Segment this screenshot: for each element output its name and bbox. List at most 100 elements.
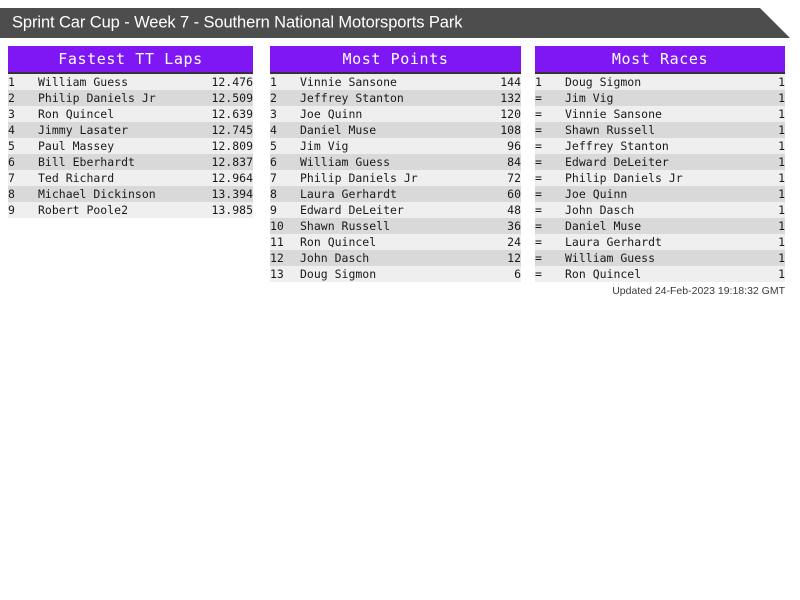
row-name: Edward DeLeiter [300, 203, 404, 217]
row-value: 72 [507, 171, 521, 185]
row-name: Laura Gerhardt [565, 235, 662, 249]
row-rank: = [535, 91, 542, 105]
row-value: 12 [507, 251, 521, 265]
row-name: Jeffrey Stanton [565, 139, 669, 153]
row-name: Joe Quinn [300, 107, 363, 121]
row-rank: = [535, 219, 542, 233]
row-rank: 12 [270, 251, 284, 265]
table-row: 4 Daniel Muse 108 [270, 122, 521, 138]
row-value: 1 [778, 123, 785, 137]
row-name: Shawn Russell [300, 219, 391, 233]
row-name: John Dasch [565, 203, 635, 217]
row-rank: 1 [270, 75, 277, 89]
row-name: William Guess [38, 75, 129, 89]
table-row: 6 William Guess 84 [270, 154, 521, 170]
table-row: 5 Jim Vig 96 [270, 138, 521, 154]
table-row: 3 Ron Quincel 12.639 [8, 106, 253, 122]
row-name: Jeffrey Stanton [300, 91, 404, 105]
table-row: 9 Robert Poole2 13.985 [8, 202, 253, 218]
row-rank: 7 [8, 171, 15, 185]
row-value: 1 [778, 171, 785, 185]
row-rank: 8 [270, 187, 277, 201]
row-value: 60 [507, 187, 521, 201]
table-row: = Ron Quincel 1 [535, 266, 785, 282]
table-row: 1 Doug Sigmon 1 [535, 74, 785, 90]
board-rows: 1 William Guess 12.476 2 Philip Daniels Jr 12… [8, 74, 253, 218]
table-row: 6 Bill Eberhardt 12.837 [8, 154, 253, 170]
row-value: 6 [514, 267, 521, 281]
row-rank: = [535, 267, 542, 281]
row-name: Vinnie Sansone [300, 75, 397, 89]
table-row: 1 William Guess 12.476 [8, 74, 253, 90]
table-row: = Laura Gerhardt 1 [535, 234, 785, 250]
row-value: 12.809 [211, 139, 253, 153]
row-rank: 7 [270, 171, 277, 185]
row-name: Ted Richard [38, 171, 115, 185]
table-row: 2 Jeffrey Stanton 132 [270, 90, 521, 106]
table-row: 12 John Dasch 12 [270, 250, 521, 266]
row-value: 132 [500, 91, 521, 105]
leaderboard-most-races: Most Races 1 Doug Sigmon 1 = Jim Vig 1 = Vinnie… [535, 46, 785, 282]
row-rank: = [535, 203, 542, 217]
row-name: Joe Quinn [565, 187, 628, 201]
board-title: Fastest TT Laps [8, 46, 253, 74]
row-name: Philip Daniels Jr [565, 171, 683, 185]
row-value: 12.837 [211, 155, 253, 169]
row-value: 1 [778, 75, 785, 89]
row-rank: 4 [8, 123, 15, 137]
row-value: 12.639 [211, 107, 253, 121]
row-value: 108 [500, 123, 521, 137]
row-rank: 11 [270, 235, 284, 249]
row-name: Jim Vig [565, 91, 614, 105]
table-row: 4 Jimmy Lasater 12.745 [8, 122, 253, 138]
table-row: 8 Michael Dickinson 13.394 [8, 186, 253, 202]
table-row: 9 Edward DeLeiter 48 [270, 202, 521, 218]
row-value: 144 [500, 75, 521, 89]
row-value: 1 [778, 187, 785, 201]
row-name: Daniel Muse [565, 219, 642, 233]
row-rank: 10 [270, 219, 284, 233]
row-name: Philip Daniels Jr [38, 91, 156, 105]
page-header-bar: Sprint Car Cup - Week 7 - Southern Natio… [0, 8, 790, 38]
row-rank: = [535, 251, 542, 265]
row-rank: = [535, 123, 542, 137]
row-rank: 9 [8, 203, 15, 217]
row-value: 13.394 [211, 187, 253, 201]
table-row: = Jeffrey Stanton 1 [535, 138, 785, 154]
row-name: Doug Sigmon [300, 267, 377, 281]
row-value: 96 [507, 139, 521, 153]
row-value: 12.509 [211, 91, 253, 105]
row-name: Shawn Russell [565, 123, 656, 137]
table-row: 13 Doug Sigmon 6 [270, 266, 521, 282]
table-row: 1 Vinnie Sansone 144 [270, 74, 521, 90]
row-name: Michael Dickinson [38, 187, 156, 201]
board-title: Most Races [535, 46, 785, 74]
row-value: 12.964 [211, 171, 253, 185]
row-name: Edward DeLeiter [565, 155, 669, 169]
row-name: Jimmy Lasater [38, 123, 129, 137]
row-rank: 1 [535, 75, 542, 89]
row-rank: 1 [8, 75, 15, 89]
row-name: Robert Poole2 [38, 203, 129, 217]
row-value: 12.476 [211, 75, 253, 89]
row-value: 1 [778, 155, 785, 169]
row-value: 1 [778, 251, 785, 265]
board-rows: 1 Vinnie Sansone 144 2 Jeffrey Stanton 132 3 Jo… [270, 74, 521, 282]
row-name: Jim Vig [300, 139, 349, 153]
table-row: 2 Philip Daniels Jr 12.509 [8, 90, 253, 106]
row-value: 1 [778, 219, 785, 233]
row-name: Daniel Muse [300, 123, 377, 137]
row-name: Paul Massey [38, 139, 115, 153]
table-row: 7 Ted Richard 12.964 [8, 170, 253, 186]
table-row: = Shawn Russell 1 [535, 122, 785, 138]
table-row: 3 Joe Quinn 120 [270, 106, 521, 122]
table-row: = William Guess 1 [535, 250, 785, 266]
board-table: 1 Vinnie Sansone 144 2 Jeffrey Stanton 132 3 Jo… [270, 74, 521, 282]
row-rank: = [535, 139, 542, 153]
row-rank: = [535, 107, 542, 121]
row-rank: = [535, 187, 542, 201]
table-row: 11 Ron Quincel 24 [270, 234, 521, 250]
row-value: 1 [778, 107, 785, 121]
table-row: = Edward DeLeiter 1 [535, 154, 785, 170]
updated-timestamp: Updated 24-Feb-2023 19:18:32 GMT [612, 285, 785, 297]
